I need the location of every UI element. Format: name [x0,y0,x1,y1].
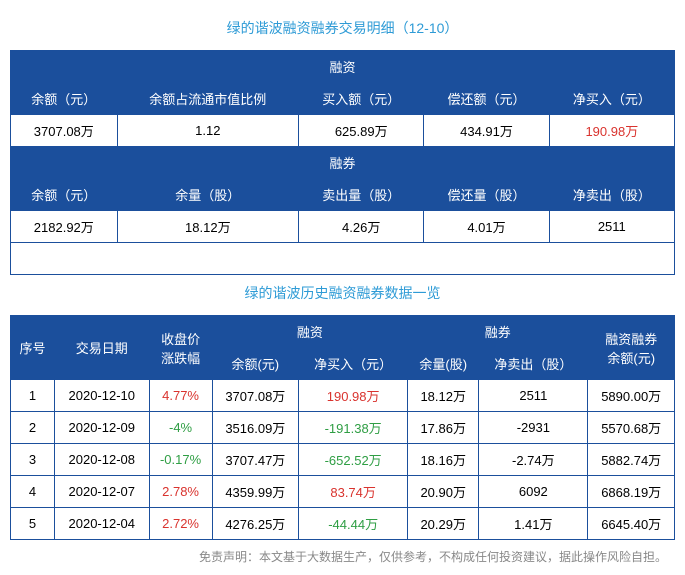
fin-col-3: 偿还额（元） [424,83,549,115]
cell-sec-vol: 18.16万 [408,444,479,476]
cell-total: 6868.19万 [588,476,675,508]
cell-sec-net: -2931 [479,412,588,444]
cell-fin-net: -44.44万 [299,508,408,540]
sec-col-2: 卖出量（股） [299,179,424,211]
cell-total: 5570.68万 [588,412,675,444]
col-fin-bal: 余额(元) [212,348,299,380]
col-sec-net: 净卖出（股） [479,348,588,380]
cell-seq: 4 [11,476,55,508]
cell-sec-net: 1.41万 [479,508,588,540]
fin-val-1: 1.12 [117,115,298,147]
cell-total: 5882.74万 [588,444,675,476]
securities-header: 融券 [11,147,675,179]
sec-val-0: 2182.92万 [11,211,118,243]
cell-fin-net: -191.38万 [299,412,408,444]
cell-fin-net: 190.98万 [299,380,408,412]
cell-seq: 1 [11,380,55,412]
fin-col-2: 买入额（元） [299,83,424,115]
col-total: 融资融券余额(元) [588,316,675,380]
sec-col-0: 余额（元） [11,179,118,211]
fin-val-2: 625.89万 [299,115,424,147]
cell-pct: -0.17% [149,444,212,476]
sec-col-3: 偿还量（股） [424,179,549,211]
cell-fin-bal: 3516.09万 [212,412,299,444]
cell-date: 2020-12-04 [54,508,149,540]
col-pct: 收盘价涨跌幅 [149,316,212,380]
financing-header: 融资 [11,51,675,83]
cell-pct: 2.78% [149,476,212,508]
cell-sec-net: 6092 [479,476,588,508]
cell-fin-bal: 4276.25万 [212,508,299,540]
table2-title: 绿的谐波历史融资融券数据一览 [10,283,675,303]
cell-sec-net: 2511 [479,380,588,412]
fin-val-3: 434.91万 [424,115,549,147]
cell-fin-bal: 4359.99万 [212,476,299,508]
cell-sec-vol: 18.12万 [408,380,479,412]
cell-total: 6645.40万 [588,508,675,540]
cell-seq: 5 [11,508,55,540]
table-row: 52020-12-042.72%4276.25万-44.44万20.29万1.4… [11,508,675,540]
cell-date: 2020-12-10 [54,380,149,412]
cell-seq: 3 [11,444,55,476]
fin-val-4: 190.98万 [549,115,674,147]
transaction-detail-table: 融资 余额（元）余额占流通市值比例买入额（元）偿还额（元）净买入（元） 3707… [10,50,675,275]
table-row: 22020-12-09-4%3516.09万-191.38万17.86万-293… [11,412,675,444]
table-row: 12020-12-104.77%3707.08万190.98万18.12万251… [11,380,675,412]
fin-col-0: 余额（元） [11,83,118,115]
cell-total: 5890.00万 [588,380,675,412]
fin-val-0: 3707.08万 [11,115,118,147]
cell-date: 2020-12-08 [54,444,149,476]
sec-val-3: 4.01万 [424,211,549,243]
col-seq: 序号 [11,316,55,380]
table1-title: 绿的谐波融资融券交易明细（12-10） [10,18,675,38]
col-fin-net: 净买入（元） [299,348,408,380]
cell-pct: 4.77% [149,380,212,412]
col-sec: 融券 [408,316,588,348]
history-table: 序号 交易日期 收盘价涨跌幅 融资 融券 融资融券余额(元) 余额(元) 净买入… [10,315,675,540]
cell-fin-bal: 3707.47万 [212,444,299,476]
disclaimer: 免责声明：本文基于大数据生产，仅供参考，不构成任何投资建议，据此操作风险自担。 [10,548,675,565]
col-sec-vol: 余量(股) [408,348,479,380]
fin-col-1: 余额占流通市值比例 [117,83,298,115]
sec-val-4: 2511 [549,211,674,243]
sec-val-2: 4.26万 [299,211,424,243]
sec-val-1: 18.12万 [117,211,298,243]
cell-sec-vol: 17.86万 [408,412,479,444]
cell-sec-net: -2.74万 [479,444,588,476]
cell-pct: 2.72% [149,508,212,540]
cell-fin-net: 83.74万 [299,476,408,508]
col-date: 交易日期 [54,316,149,380]
cell-fin-bal: 3707.08万 [212,380,299,412]
fin-col-4: 净买入（元） [549,83,674,115]
cell-seq: 2 [11,412,55,444]
sec-col-4: 净卖出（股） [549,179,674,211]
table-row: 32020-12-08-0.17%3707.47万-652.52万18.16万-… [11,444,675,476]
cell-date: 2020-12-09 [54,412,149,444]
cell-sec-vol: 20.29万 [408,508,479,540]
cell-pct: -4% [149,412,212,444]
cell-sec-vol: 20.90万 [408,476,479,508]
col-fin: 融资 [212,316,408,348]
sec-col-1: 余量（股） [117,179,298,211]
table-row: 42020-12-072.78%4359.99万83.74万20.90万6092… [11,476,675,508]
cell-date: 2020-12-07 [54,476,149,508]
cell-fin-net: -652.52万 [299,444,408,476]
table1-footer: 融资融券余额：5890万元 [11,243,675,275]
